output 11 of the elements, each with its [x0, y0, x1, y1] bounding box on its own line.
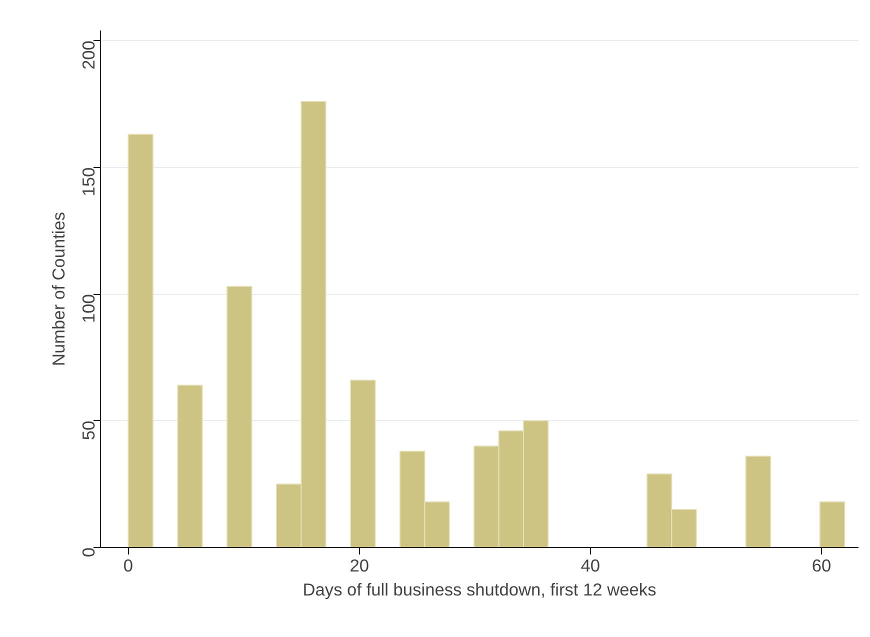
x-tick-label: 0	[123, 556, 134, 576]
x-tick-label: 40	[580, 556, 600, 576]
y-tick-label: 100	[78, 294, 98, 323]
x-axis-title: Days of full business shutdown, first 12 weeks	[302, 580, 657, 600]
y-tick-label: 150	[78, 167, 98, 196]
y-tick-label: 0	[78, 547, 98, 558]
y-tick-label: 50	[78, 420, 98, 440]
x-tick-label: 60	[812, 556, 832, 576]
y-axis-title: Number of Counties	[48, 212, 68, 366]
y-tick-label: 200	[78, 40, 98, 70]
x-tick-label: 20	[350, 556, 369, 576]
